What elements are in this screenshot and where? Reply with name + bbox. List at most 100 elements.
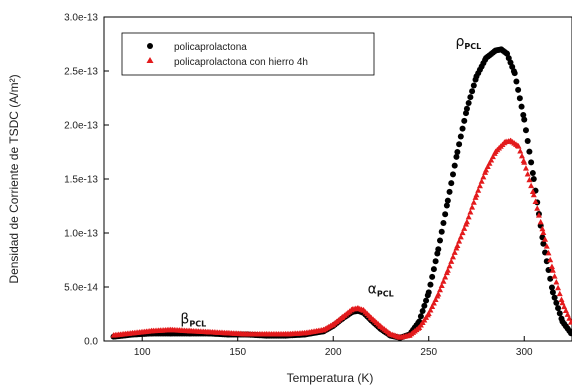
data-point xyxy=(473,191,480,198)
data-point xyxy=(520,111,527,118)
data-point xyxy=(564,311,571,317)
data-point xyxy=(528,159,535,166)
peak-annotations: βPCL αPCL ρPCL xyxy=(180,34,481,329)
data-point xyxy=(539,225,546,232)
data-point xyxy=(526,148,533,155)
data-point xyxy=(476,182,483,189)
data-point xyxy=(463,105,470,112)
x-tick-label: 300 xyxy=(516,347,533,358)
data-point xyxy=(521,159,528,165)
data-point xyxy=(518,103,525,110)
data-point xyxy=(488,156,495,163)
data-point xyxy=(469,204,476,210)
data-point xyxy=(461,225,468,231)
x-tick-label: 100 xyxy=(134,347,151,358)
data-point xyxy=(548,263,555,270)
data-point xyxy=(553,278,560,285)
data-point xyxy=(475,187,482,193)
x-tick-label: 250 xyxy=(420,347,437,358)
data-point xyxy=(534,205,541,211)
data-point xyxy=(558,296,565,302)
data-point xyxy=(425,289,432,296)
data-point xyxy=(446,262,453,269)
data-point xyxy=(437,286,444,293)
data-point xyxy=(517,147,524,154)
data-point xyxy=(443,202,450,209)
data-point xyxy=(515,86,522,93)
data-point xyxy=(568,319,572,325)
y-tick-label: 1.5e-13 xyxy=(64,175,98,186)
y-tick-label: 3.0e-13 xyxy=(64,13,98,24)
data-point xyxy=(457,133,464,140)
data-point xyxy=(556,290,563,297)
data-point xyxy=(555,284,562,291)
data-point xyxy=(454,149,461,155)
data-point xyxy=(547,275,554,282)
data-point xyxy=(456,238,463,244)
data-point xyxy=(555,305,562,312)
series-0 xyxy=(110,46,572,341)
data-point xyxy=(451,162,458,169)
y-tick-label: 5.0e-14 xyxy=(64,283,98,294)
data-point xyxy=(542,236,549,242)
data-point xyxy=(449,253,456,260)
data-point xyxy=(437,237,444,244)
data-point xyxy=(540,240,547,247)
peak-label: ρPCL xyxy=(455,34,481,51)
y-axis-label: Densidad de Corriente de TSDC (A/m²) xyxy=(7,74,21,283)
y-tick-label: 2.0e-13 xyxy=(64,121,98,132)
data-point xyxy=(553,299,560,306)
data-point xyxy=(549,289,556,296)
data-point xyxy=(427,281,434,288)
data-point xyxy=(547,256,554,263)
data-point xyxy=(530,191,537,198)
data-point xyxy=(483,166,490,173)
data-point xyxy=(429,273,436,280)
legend-label-con-hierro: policaprolactona con hierro 4h xyxy=(174,57,308,68)
data-point xyxy=(521,116,528,123)
data-point xyxy=(440,219,447,226)
data-point xyxy=(543,258,550,265)
data-point xyxy=(524,170,531,177)
data-point xyxy=(444,197,451,204)
legend-box xyxy=(121,32,375,76)
data-point xyxy=(551,273,558,279)
data-point xyxy=(444,267,451,273)
data-point xyxy=(459,229,466,236)
data-point xyxy=(516,95,523,102)
x-tick-label: 200 xyxy=(325,347,342,358)
data-point xyxy=(465,99,472,106)
legend-marker-policaprolactona xyxy=(147,43,153,49)
data-point xyxy=(427,307,434,313)
data-point xyxy=(451,249,458,255)
data-point xyxy=(454,242,461,248)
legend-marker-con-hierro xyxy=(146,57,154,63)
data-point xyxy=(486,160,493,166)
data-point xyxy=(432,296,439,303)
data-point xyxy=(456,141,463,148)
data-point xyxy=(518,152,525,159)
data-point xyxy=(435,246,442,253)
data-point xyxy=(528,182,535,189)
data-point xyxy=(537,218,544,225)
data-point xyxy=(551,294,558,301)
data-point xyxy=(469,88,476,95)
data-point xyxy=(467,208,474,215)
data-point xyxy=(453,153,460,160)
data-point xyxy=(432,258,439,265)
data-point xyxy=(524,137,531,144)
x-axis-label: Temperatura (K) xyxy=(287,371,374,385)
data-point xyxy=(559,299,566,306)
data-point xyxy=(438,228,445,235)
data-point xyxy=(478,178,485,184)
data-point xyxy=(461,117,468,124)
data-point xyxy=(457,233,464,240)
data-point xyxy=(429,303,436,310)
data-point xyxy=(430,266,437,273)
data-point xyxy=(549,267,556,273)
data-point xyxy=(438,282,445,289)
data-point xyxy=(480,173,487,180)
data-point xyxy=(470,82,477,89)
data-point xyxy=(556,310,563,317)
